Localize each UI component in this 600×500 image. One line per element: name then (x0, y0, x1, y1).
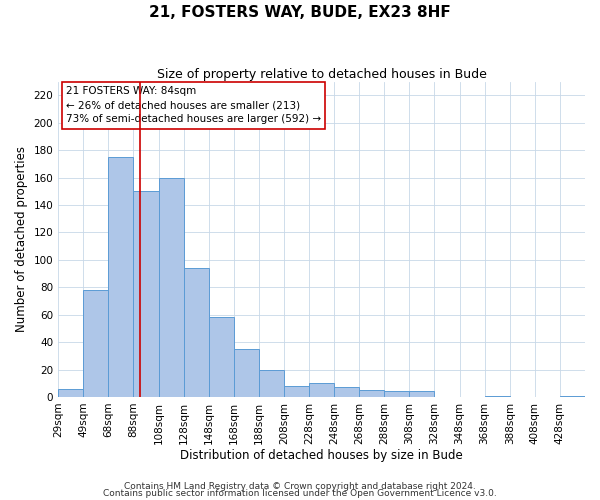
Y-axis label: Number of detached properties: Number of detached properties (15, 146, 28, 332)
Text: Contains public sector information licensed under the Open Government Licence v3: Contains public sector information licen… (103, 490, 497, 498)
Bar (385, 392, 409, 397)
Text: Contains HM Land Registry data © Crown copyright and database right 2024.: Contains HM Land Registry data © Crown c… (124, 482, 476, 491)
Text: 21, FOSTERS WAY, BUDE, EX23 8HF: 21, FOSTERS WAY, BUDE, EX23 8HF (149, 5, 451, 20)
Bar (109, 157, 133, 397)
Bar (158, 178, 184, 397)
Bar (334, 388, 359, 397)
Bar (359, 390, 385, 397)
Bar (485, 396, 510, 397)
Bar (409, 392, 434, 397)
Bar (259, 370, 284, 397)
Bar (209, 318, 234, 397)
Text: 21 FOSTERS WAY: 84sqm
← 26% of detached houses are smaller (213)
73% of semi-det: 21 FOSTERS WAY: 84sqm ← 26% of detached … (66, 86, 321, 124)
Bar (184, 268, 209, 397)
Bar (309, 384, 334, 397)
Bar (58, 388, 83, 397)
Bar (284, 386, 309, 397)
Bar (83, 290, 109, 397)
Title: Size of property relative to detached houses in Bude: Size of property relative to detached ho… (157, 68, 487, 80)
X-axis label: Distribution of detached houses by size in Bude: Distribution of detached houses by size … (180, 450, 463, 462)
Bar (560, 396, 585, 397)
Bar (133, 192, 158, 397)
Bar (234, 349, 259, 397)
